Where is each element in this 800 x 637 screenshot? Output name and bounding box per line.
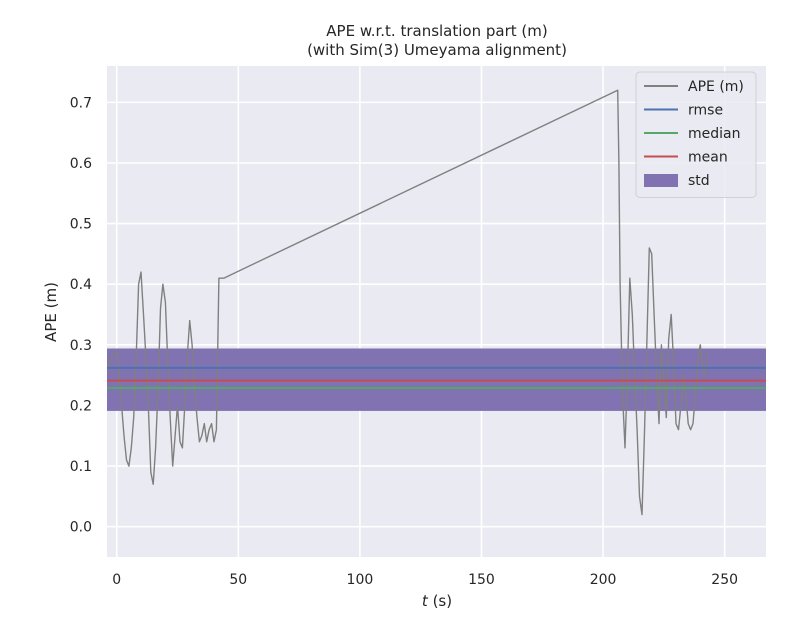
legend-label: mean [688, 150, 728, 166]
legend-label: rmse [688, 103, 723, 119]
legend-label: median [688, 126, 740, 142]
x-tick-label: 100 [347, 572, 374, 588]
x-tick-label: 200 [590, 572, 617, 588]
x-tick-label: 0 [112, 572, 121, 588]
x-tick-label: 250 [711, 572, 738, 588]
y-tick-label: 0.7 [70, 95, 92, 111]
y-tick-label: 0.5 [70, 217, 92, 233]
x-tick-label: 150 [468, 572, 495, 588]
y-tick-label: 0.4 [70, 277, 92, 293]
y-tick-label: 0.6 [70, 156, 92, 172]
x-axis-label-italic: t [422, 592, 429, 610]
x-axis-label: t (s) [422, 592, 452, 610]
chart-title: APE w.r.t. translation part (m) [326, 22, 547, 40]
x-tick-label: 50 [229, 572, 247, 588]
y-tick-label: 0.2 [70, 398, 92, 414]
y-axis-label: APE (m) [42, 282, 60, 342]
chart-subtitle: (with Sim(3) Umeyama alignment) [307, 41, 567, 59]
y-tick-label: 0.3 [70, 338, 92, 354]
y-tick-label: 0.0 [70, 520, 92, 536]
legend-swatch-patch [644, 174, 678, 187]
plot-data-group [107, 89, 766, 516]
x-axis-label-rest: (s) [428, 592, 452, 610]
legend-label: std [688, 173, 710, 189]
legend-box [635, 71, 757, 198]
ape-series-line [107, 89, 709, 516]
legend-label: APE (m) [688, 79, 744, 95]
y-tick-label: 0.1 [70, 459, 92, 475]
